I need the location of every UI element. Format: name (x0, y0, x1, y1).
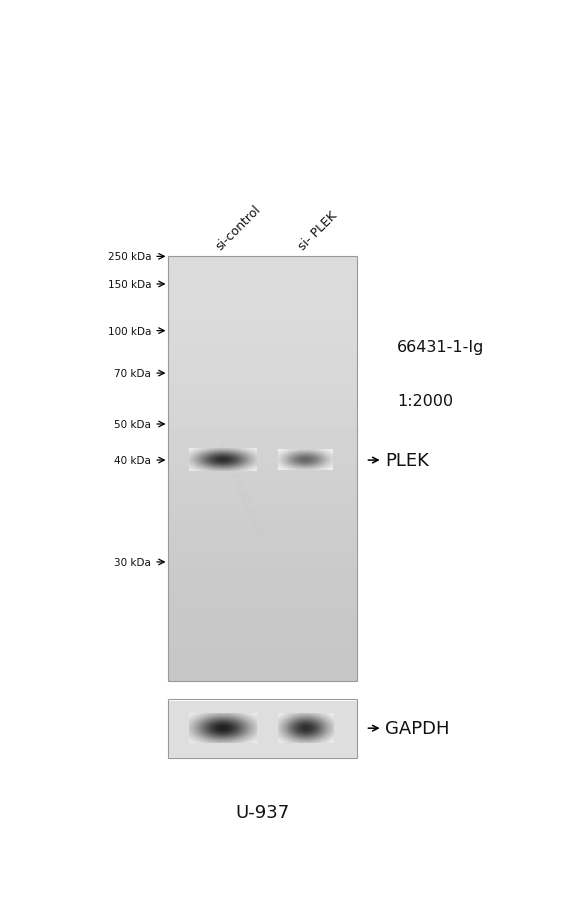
Bar (168, 257, 357, 681)
Bar (168, 699, 357, 758)
Text: 50 kDa: 50 kDa (114, 419, 151, 429)
Text: si- PLEK: si- PLEK (296, 208, 340, 253)
Text: 1:2000: 1:2000 (397, 394, 453, 409)
Text: 100 kDa: 100 kDa (108, 327, 151, 336)
Text: 70 kDa: 70 kDa (114, 369, 151, 379)
Text: PLEK: PLEK (385, 452, 429, 470)
Text: GAPDH: GAPDH (385, 720, 450, 737)
Text: U-937: U-937 (235, 803, 290, 821)
Text: si-control: si-control (214, 203, 264, 253)
Text: 30 kDa: 30 kDa (114, 557, 151, 567)
Text: 40 kDa: 40 kDa (114, 456, 151, 465)
Text: 150 kDa: 150 kDa (108, 280, 151, 290)
Text: 250 kDa: 250 kDa (108, 252, 151, 262)
Text: WWW.PTGAB3.COM: WWW.PTGAB3.COM (214, 442, 266, 538)
Text: 66431-1-Ig: 66431-1-Ig (397, 340, 484, 354)
